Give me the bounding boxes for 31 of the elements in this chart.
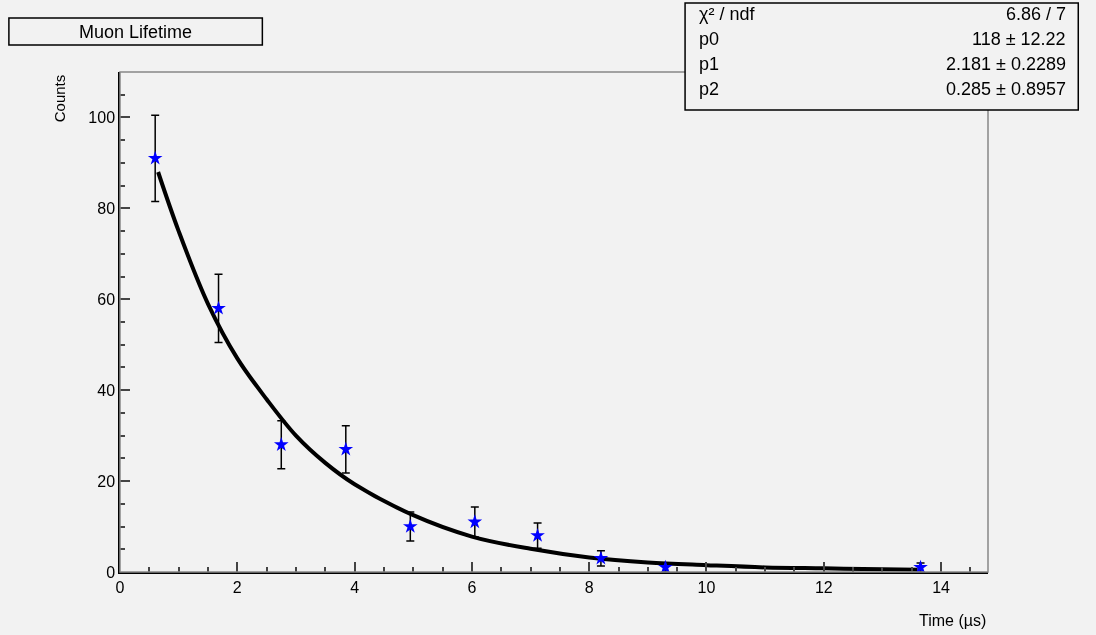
point <box>147 150 163 165</box>
chart-title: Muon Lifetime <box>79 22 193 42</box>
text: 6.86 / 7 <box>1006 4 1067 24</box>
annotation: 2.181 ± 0.2289 <box>946 54 1066 74</box>
point <box>211 300 226 315</box>
y-tick-label: 100 <box>88 109 116 127</box>
x-tick-label: 6 <box>467 578 477 596</box>
text: χ² / ndf <box>699 4 756 24</box>
annotation: p2 <box>699 79 720 99</box>
text: 118 ± 12.22 <box>972 29 1066 49</box>
point <box>338 441 354 456</box>
y-tick-label: 20 <box>97 472 116 490</box>
point <box>402 518 418 533</box>
x-tick-label: 2 <box>232 578 242 596</box>
y-tick-label: 0 <box>106 563 116 581</box>
y-tick-label: 80 <box>97 199 116 217</box>
y-tick-label: 60 <box>97 290 116 308</box>
x-axis-title: Time (µs) <box>919 612 987 629</box>
y-axis-title: Counts <box>51 74 69 123</box>
x-tick-label: 12 <box>814 578 833 596</box>
point <box>467 514 483 529</box>
y-tick-label: 40 <box>97 381 116 399</box>
text: p0 <box>699 29 720 49</box>
x-tick-label: 10 <box>697 578 716 596</box>
point <box>530 527 545 542</box>
x-tick-label: 8 <box>584 578 594 596</box>
point <box>273 437 289 451</box>
annotation: p1 <box>699 54 720 74</box>
x-tick-label: 4 <box>350 578 360 596</box>
x-tick-label: 14 <box>932 578 951 596</box>
annotation: 0.285 ± 0.8957 <box>946 79 1066 99</box>
